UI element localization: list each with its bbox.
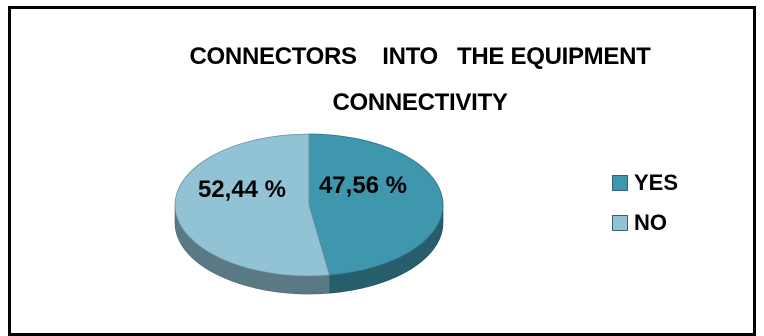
legend-item-no: NO: [612, 203, 678, 243]
legend: YES NO: [612, 163, 678, 243]
legend-label-no: NO: [634, 210, 667, 235]
legend-item-yes: YES: [612, 163, 678, 203]
pie-tops: [174, 133, 444, 277]
data-label-no: 52,44 %: [198, 176, 286, 203]
pie-slice-yes: [308, 133, 444, 276]
legend-swatch-yes: [612, 175, 628, 191]
legend-label-yes: YES: [634, 170, 679, 195]
pie-chart: 47,56 % 52,44 %: [174, 133, 444, 295]
pie-labels: 47,56 % 52,44 %: [198, 172, 407, 203]
chart-title: CONNECTORS INTO THE EQUIPMENT CONNECTIVI…: [189, 43, 651, 116]
legend-swatch-no: [612, 215, 628, 231]
data-label-yes: 47,56 %: [319, 172, 407, 199]
pie-slice-no: [174, 133, 330, 277]
